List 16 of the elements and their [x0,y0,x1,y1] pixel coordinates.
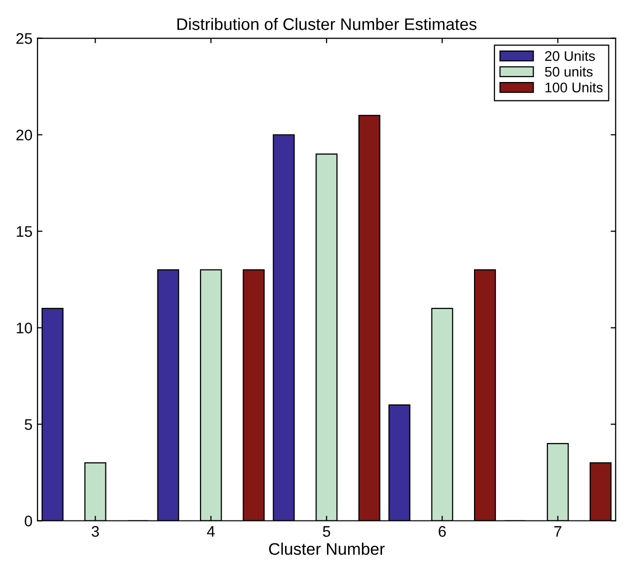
legend-label: 50 units [545,66,593,77]
x-tick-label: 4 [207,526,215,537]
chart-title: Distribution of Cluster Number Estimates [177,18,476,30]
y-tick-label: 5 [24,419,32,430]
y-tick-label: 25 [16,33,32,44]
y-tick-label: 10 [16,322,32,334]
y-tick-label: 15 [16,226,32,237]
y-tick-label: 0 [24,516,32,526]
y-tick-label: 20 [16,130,32,140]
x-tick-label: 7 [554,526,562,537]
x-tick-label: 3 [92,526,99,537]
legend-label: 20 Units [545,50,595,61]
x-axis-title: Cluster Number [269,542,385,555]
x-tick-label: 5 [322,526,330,537]
x-tick-label: 6 [438,526,446,537]
legend-label: 100 Units [546,82,603,92]
